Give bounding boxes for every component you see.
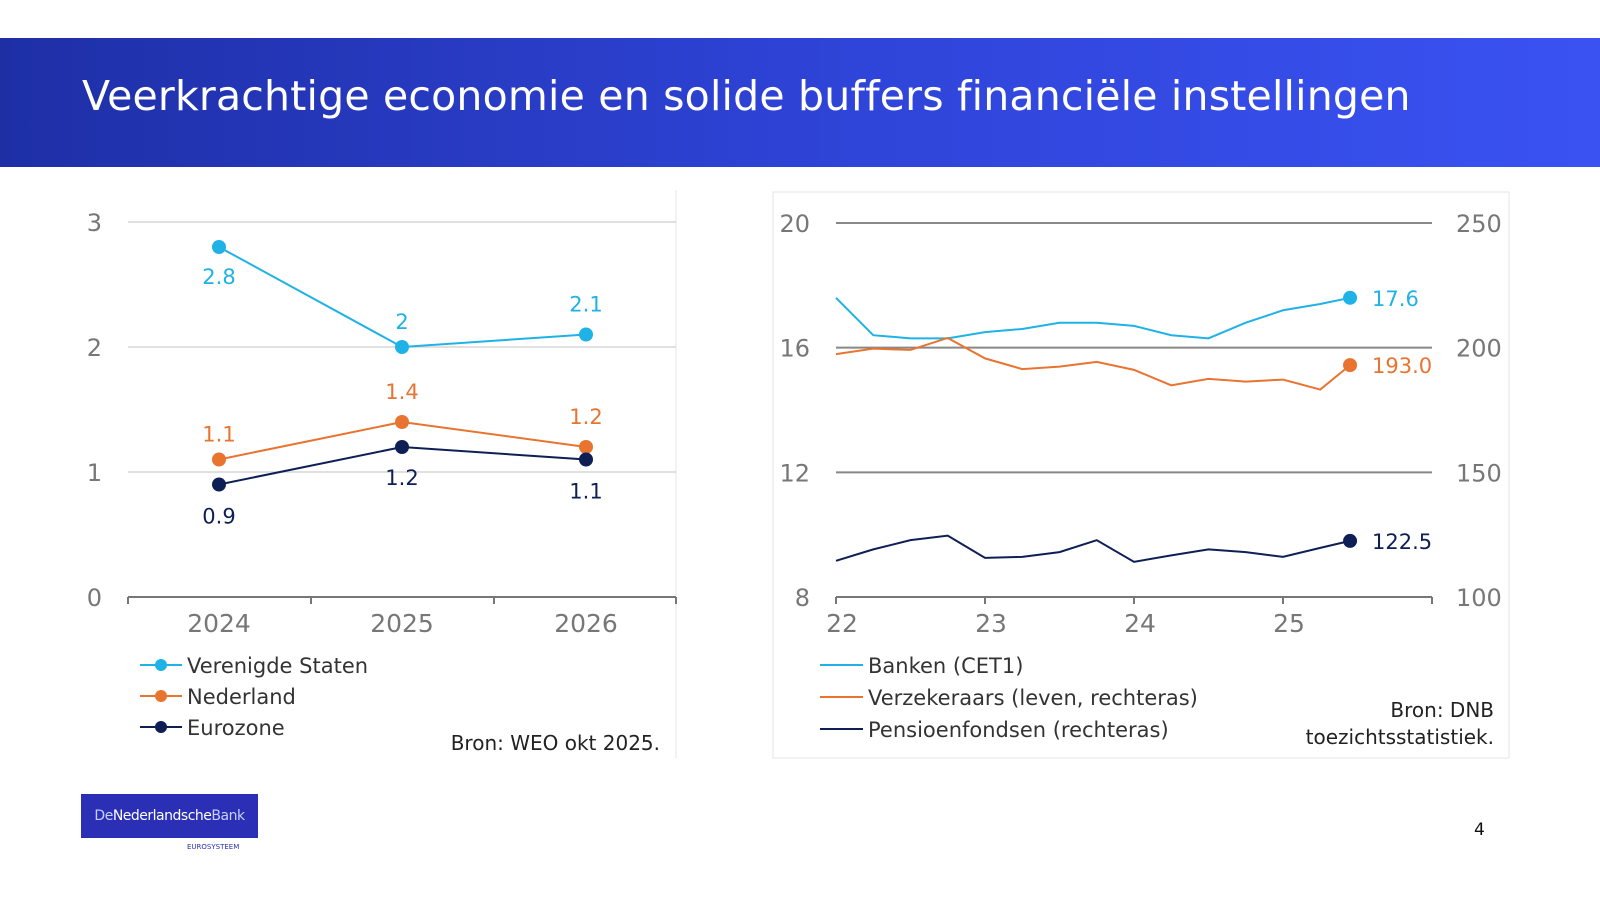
data-point: [212, 477, 226, 492]
series-line: [835, 534, 1351, 563]
data-point: [395, 440, 409, 454]
left-chart-source: Bron: WEO okt 2025.: [450, 731, 660, 755]
legend-label: Verzekeraars (leven, rechteras): [868, 686, 1198, 710]
legend-marker: [155, 721, 167, 733]
right-panel-border: [772, 191, 1510, 759]
left-y-tick-label: 20: [779, 210, 810, 238]
data-label: 1.1: [569, 480, 602, 504]
x-tick-label: 25: [1273, 609, 1305, 638]
data-label: 2: [395, 310, 408, 334]
dnb-logo: DeNederlandscheBank: [81, 794, 258, 838]
right-y-tick-label: 150: [1456, 459, 1502, 487]
source-line-1: Bron: DNB: [1390, 698, 1494, 722]
series-line: [835, 336, 1351, 391]
left-y-tick-label: 12: [779, 459, 810, 487]
legend-marker: [155, 659, 167, 671]
end-point: [1343, 290, 1358, 305]
logo-subtitle: EUROSYSTEEM: [187, 843, 240, 851]
data-label: 1.1: [202, 423, 235, 447]
end-point: [1343, 358, 1358, 373]
right-y-tick-label: 100: [1456, 584, 1502, 612]
right-chart-source: Bron: DNB toezichtsstatistiek.: [1240, 697, 1494, 751]
y-tick-label: 2: [87, 334, 102, 362]
data-point: [579, 327, 593, 342]
x-tick-label: 23: [975, 609, 1007, 638]
data-label: 1.2: [569, 405, 602, 429]
left-y-tick-label: 16: [779, 335, 810, 363]
data-point: [579, 440, 593, 454]
data-label: 2.8: [202, 265, 235, 289]
data-point: [579, 452, 593, 467]
right-y-tick-label: 200: [1456, 335, 1502, 363]
right-y-tick-label: 250: [1456, 210, 1502, 238]
data-label: 0.9: [202, 505, 235, 529]
y-tick-label: 3: [87, 209, 102, 237]
legend-label: Nederland: [187, 685, 296, 709]
source-line-2: toezichtsstatistiek.: [1305, 725, 1494, 749]
legend-label: Pensioenfondsen (rechteras): [868, 718, 1169, 742]
legend-marker: [155, 690, 167, 702]
legend-label: Banken (CET1): [868, 654, 1023, 678]
slide-title: Veerkrachtige economie en solide buffers…: [82, 72, 1411, 120]
data-point: [212, 452, 226, 467]
x-tick-label: 2024: [187, 609, 251, 638]
x-tick-label: 22: [826, 609, 858, 638]
x-tick-label: 24: [1124, 609, 1156, 638]
title-banner: Veerkrachtige economie en solide buffers…: [0, 38, 1600, 167]
data-point: [212, 240, 226, 254]
end-label: 122.5: [1372, 530, 1432, 554]
y-tick-label: 0: [87, 584, 102, 612]
data-label: 2.1: [569, 293, 602, 317]
data-point: [395, 340, 409, 354]
y-tick-label: 1: [87, 459, 102, 487]
legend-label: Eurozone: [187, 716, 285, 740]
data-label: 1.4: [385, 380, 418, 404]
x-tick-label: 2026: [554, 609, 618, 638]
data-point: [395, 415, 409, 429]
page-number: 4: [1474, 820, 1485, 840]
legend-label: Verenigde Staten: [187, 654, 368, 678]
end-label: 17.6: [1372, 287, 1419, 311]
end-point: [1343, 533, 1358, 548]
end-label: 193.0: [1372, 354, 1432, 378]
left-y-tick-label: 8: [795, 584, 810, 612]
x-tick-label: 2025: [370, 609, 434, 638]
series-line: [835, 296, 1351, 340]
data-label: 1.2: [385, 466, 418, 490]
